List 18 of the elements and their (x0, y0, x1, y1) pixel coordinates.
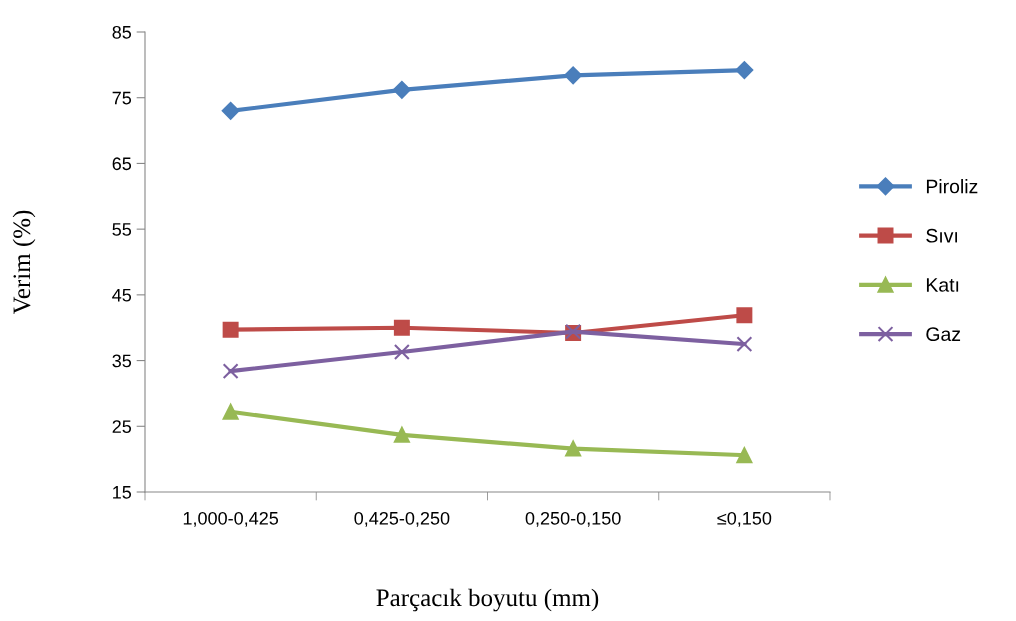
legend-label: Gaz (926, 327, 961, 342)
y-axis-title: Verim (%) (12, 210, 36, 315)
y-tick-label: 25 (112, 420, 132, 434)
x-tick-label: 0,250-0,150 (525, 511, 621, 527)
y-tick-label: 75 (112, 91, 132, 105)
y-tick-label: 85 (112, 25, 132, 39)
x-tick-label: ≤0,150 (717, 511, 772, 527)
legend-label: Katı (926, 278, 959, 292)
y-tick-label: 35 (112, 354, 132, 368)
y-tick-label: 55 (112, 223, 132, 236)
x-tick-label: 1,000-0,425 (183, 511, 279, 527)
y-tick-label: 15 (113, 486, 132, 499)
x-tick-label: 0,425-0,250 (354, 511, 450, 527)
y-tick-label: 65 (112, 157, 132, 171)
legend-label: Piroliz (926, 179, 978, 194)
y-tick-label: 45 (112, 288, 132, 302)
x-axis-title: Parçacık boyutu (mm) (376, 588, 599, 612)
legend-label: Sıvı (926, 228, 958, 243)
